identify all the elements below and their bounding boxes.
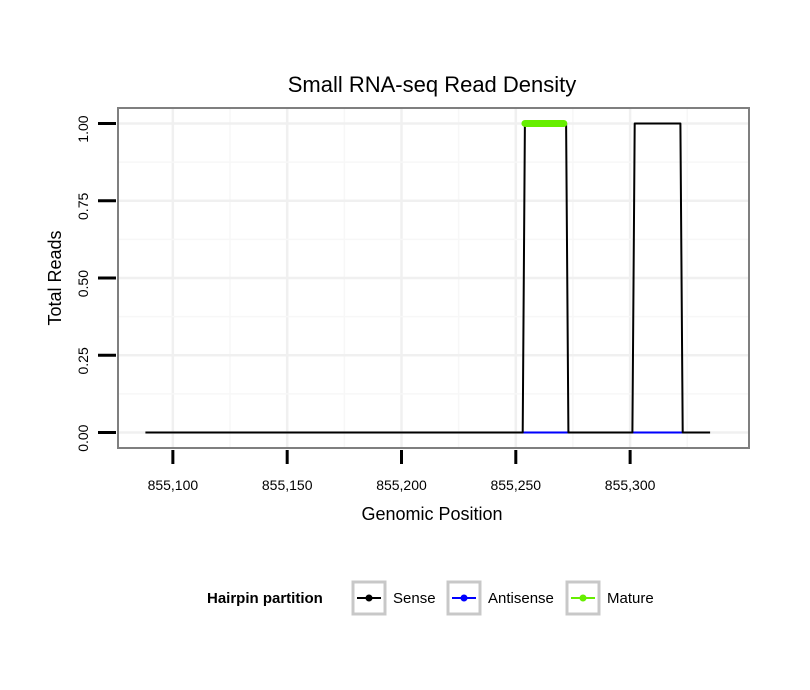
y-tick-label: 1.00	[75, 115, 91, 142]
legend-dot-antisense	[460, 594, 468, 602]
legend-title: Hairpin partition	[207, 590, 323, 607]
y-axis: 0.00 0.25 0.50 0.75 1.00	[75, 115, 116, 452]
x-tick-label: 855,200	[376, 477, 427, 493]
legend-item-antisense: Antisense	[446, 580, 554, 616]
legend-dot-mature	[579, 594, 587, 602]
legend-item-mature: Mature	[565, 580, 654, 616]
series-line-sense	[145, 122, 711, 434]
legend-label-antisense: Antisense	[488, 590, 554, 607]
x-tick-label: 855,100	[148, 477, 199, 493]
legend-dot-sense	[365, 594, 373, 602]
plot-panel	[117, 107, 750, 449]
x-tick-label: 855,250	[490, 477, 541, 493]
legend: Hairpin partition Sense Antisense Mature	[207, 580, 654, 616]
x-tick-label: 855,150	[262, 477, 313, 493]
y-tick-label: 0.25	[75, 347, 91, 374]
x-axis: 855,100 855,150 855,200 855,250 855,300	[148, 450, 656, 493]
legend-label-mature: Mature	[607, 590, 654, 607]
y-axis-title: Total Reads	[45, 230, 65, 325]
x-axis-title: Genomic Position	[361, 504, 502, 524]
panel-border	[117, 107, 750, 449]
chart-title: Small RNA-seq Read Density	[288, 72, 577, 97]
series-layer	[145, 119, 711, 434]
y-tick-label: 0.50	[75, 270, 91, 297]
y-tick-label: 0.00	[75, 424, 91, 451]
legend-label-sense: Sense	[393, 590, 436, 607]
x-tick-label: 855,300	[605, 477, 656, 493]
y-tick-label: 0.75	[75, 193, 91, 220]
legend-item-sense: Sense	[351, 580, 436, 616]
